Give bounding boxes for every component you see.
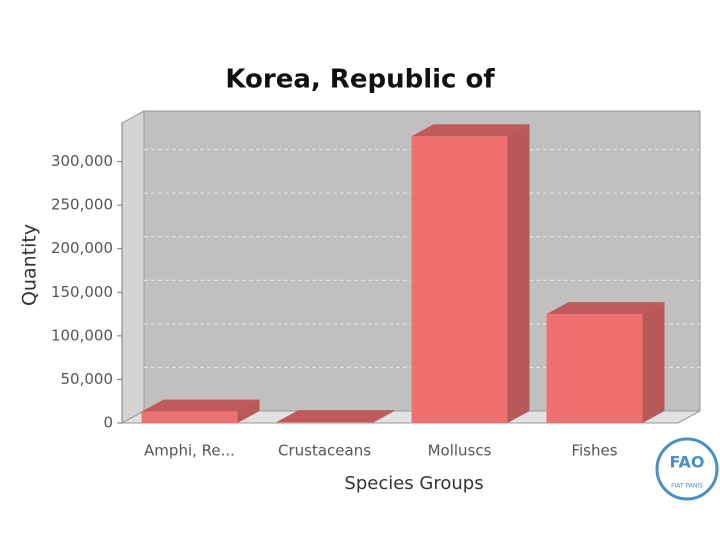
x-tick-label: Amphi, Re... — [144, 442, 235, 460]
x-axis-label: Species Groups — [344, 473, 483, 494]
logo-motto: FIAT PANIS — [671, 483, 703, 490]
left-wall — [121, 110, 145, 424]
logo-ring — [655, 437, 719, 501]
y-tick-label: 50,000 — [61, 370, 114, 388]
bar-top — [141, 399, 260, 412]
x-tick-label: Crustaceans — [278, 442, 371, 460]
y-tick-label: 100,000 — [51, 326, 113, 344]
y-tick-label: 200,000 — [51, 239, 113, 257]
bar-side — [642, 302, 665, 423]
bar — [141, 411, 238, 423]
bar-top — [411, 124, 530, 137]
y-tick-label: 150,000 — [51, 283, 113, 301]
bar-top — [546, 302, 665, 315]
bar-side — [507, 124, 530, 424]
y-tick-label: 250,000 — [51, 196, 113, 214]
y-axis-label: Quantity — [19, 224, 41, 306]
bar — [276, 422, 373, 423]
bar-side — [237, 399, 260, 423]
bar — [411, 136, 508, 424]
x-tick-label: Fishes — [571, 442, 617, 460]
bar-side — [372, 410, 395, 423]
y-tick-label: 300,000 — [51, 152, 113, 170]
bar-top — [276, 410, 395, 423]
fao-logo: FAO FIAT PANIS — [655, 437, 719, 501]
x-tick-label: Molluscs — [428, 442, 492, 460]
logo-letters: FAO — [669, 453, 704, 472]
y-tick-label: 0 — [103, 414, 113, 432]
chart-title: Korea, Republic of — [225, 65, 495, 95]
bar — [546, 314, 643, 423]
